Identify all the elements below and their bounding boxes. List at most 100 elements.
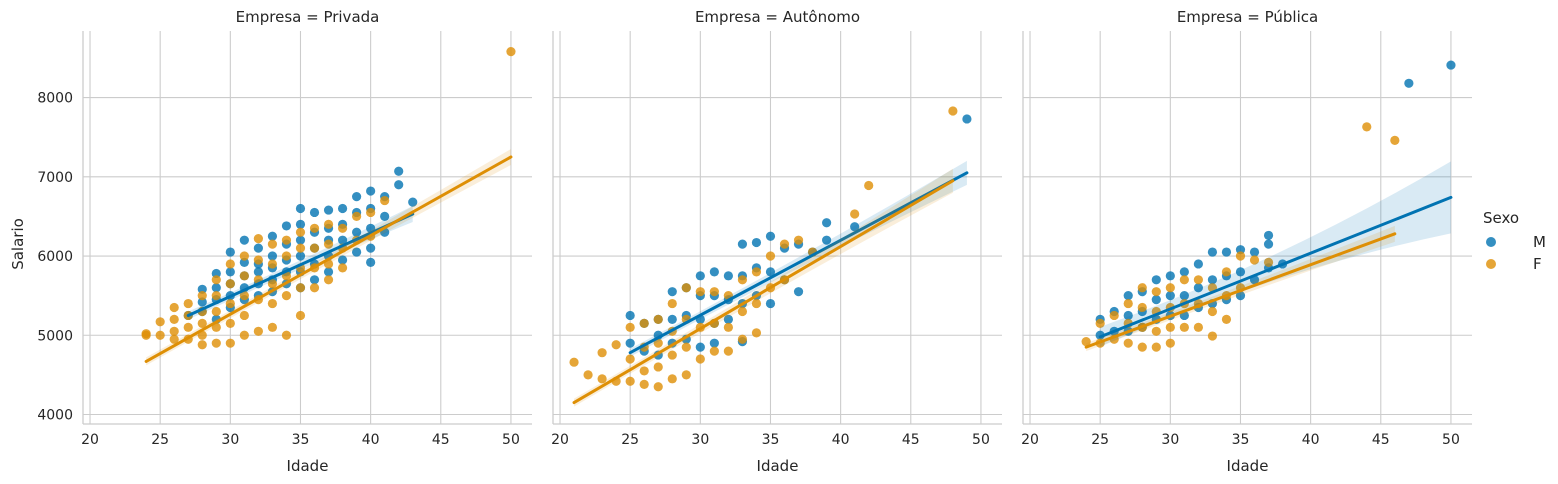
data-point bbox=[1179, 275, 1189, 285]
panel-title: Empresa = Pública bbox=[1177, 8, 1318, 26]
data-point bbox=[225, 318, 235, 328]
data-point bbox=[267, 322, 278, 332]
x-tick-label: 20 bbox=[81, 432, 99, 448]
data-point bbox=[225, 298, 235, 309]
data-point bbox=[352, 191, 362, 202]
data-point bbox=[653, 382, 663, 392]
data-point bbox=[1235, 251, 1246, 261]
data-point bbox=[1123, 298, 1133, 309]
regression-line-M bbox=[186, 212, 415, 317]
data-point bbox=[611, 340, 621, 350]
data-point bbox=[225, 279, 235, 289]
data-point bbox=[309, 207, 320, 218]
data-point bbox=[323, 205, 334, 215]
data-point bbox=[1263, 230, 1274, 241]
data-point bbox=[211, 275, 221, 285]
data-point bbox=[709, 267, 719, 277]
data-point bbox=[597, 348, 607, 358]
data-point bbox=[948, 106, 958, 116]
data-point bbox=[1081, 336, 1091, 347]
data-point bbox=[1235, 267, 1246, 277]
x-tick-label: 30 bbox=[691, 432, 709, 448]
data-point bbox=[625, 310, 635, 321]
data-point bbox=[765, 298, 776, 309]
data-point bbox=[197, 297, 207, 307]
data-point bbox=[751, 267, 762, 277]
data-point bbox=[695, 287, 705, 297]
x-tick-label: 50 bbox=[972, 432, 990, 448]
data-point bbox=[822, 235, 832, 245]
plot-area bbox=[569, 106, 972, 407]
data-point bbox=[1137, 283, 1147, 293]
legend: Sexo M F bbox=[1483, 209, 1546, 273]
data-point bbox=[295, 243, 306, 253]
data-point bbox=[380, 195, 390, 206]
data-point bbox=[323, 275, 334, 285]
data-point bbox=[1165, 291, 1175, 301]
data-point bbox=[737, 239, 748, 249]
x-tick-label: 40 bbox=[362, 432, 380, 448]
data-point bbox=[569, 357, 579, 367]
x-tick-label: 45 bbox=[1372, 432, 1390, 448]
x-tick-label: 35 bbox=[292, 432, 310, 448]
data-point bbox=[1207, 331, 1218, 341]
data-point bbox=[1179, 291, 1189, 301]
data-point bbox=[667, 298, 677, 309]
panel-2: 20 25 30 35 40 45 50 Empresa = Autônomo Idade bbox=[551, 8, 1002, 475]
data-point bbox=[295, 227, 306, 237]
data-point bbox=[408, 197, 418, 207]
y-tick-label: 4000 bbox=[37, 407, 73, 423]
data-point bbox=[337, 263, 348, 273]
data-point bbox=[667, 374, 677, 384]
data-point bbox=[352, 247, 362, 257]
x-tick-label: 30 bbox=[1161, 432, 1179, 448]
data-point bbox=[225, 338, 235, 348]
x-tick-label: 40 bbox=[832, 432, 850, 448]
data-point bbox=[850, 222, 860, 232]
data-point bbox=[583, 370, 593, 380]
x-axis-label: Idade bbox=[287, 457, 329, 475]
data-point bbox=[323, 239, 334, 249]
data-point bbox=[169, 334, 179, 344]
data-point bbox=[1137, 342, 1147, 352]
data-point bbox=[1263, 257, 1274, 267]
y-axis-label: Salario bbox=[9, 218, 27, 270]
data-point bbox=[962, 114, 972, 124]
data-point bbox=[765, 231, 776, 241]
data-point bbox=[225, 247, 235, 257]
data-point bbox=[1193, 259, 1203, 269]
data-point bbox=[295, 219, 306, 229]
data-point bbox=[1193, 283, 1203, 293]
data-point bbox=[394, 166, 404, 176]
data-point bbox=[225, 259, 235, 269]
data-point bbox=[295, 283, 306, 293]
data-point bbox=[169, 302, 179, 313]
data-point bbox=[737, 275, 748, 285]
data-point bbox=[639, 366, 649, 376]
plot-area bbox=[141, 47, 516, 366]
data-point bbox=[183, 298, 193, 309]
data-point bbox=[366, 186, 376, 196]
data-point bbox=[681, 342, 691, 352]
data-point bbox=[366, 257, 376, 267]
data-point bbox=[1151, 287, 1161, 297]
data-point bbox=[337, 223, 348, 233]
data-point bbox=[1221, 314, 1232, 325]
data-point bbox=[723, 322, 733, 332]
data-point bbox=[323, 267, 334, 277]
data-point bbox=[695, 342, 705, 352]
data-point bbox=[751, 328, 762, 338]
legend-marker-f bbox=[1486, 259, 1496, 269]
series-F bbox=[141, 47, 516, 350]
data-point bbox=[169, 326, 179, 336]
data-point bbox=[653, 362, 663, 372]
data-point bbox=[822, 218, 832, 228]
data-point bbox=[709, 338, 719, 348]
data-point bbox=[1193, 275, 1203, 285]
regression-line-F bbox=[144, 155, 513, 363]
data-point bbox=[1151, 295, 1161, 305]
data-point bbox=[653, 338, 663, 348]
regression-line-F bbox=[1084, 232, 1397, 349]
data-point bbox=[506, 47, 516, 57]
data-point bbox=[1446, 60, 1456, 70]
